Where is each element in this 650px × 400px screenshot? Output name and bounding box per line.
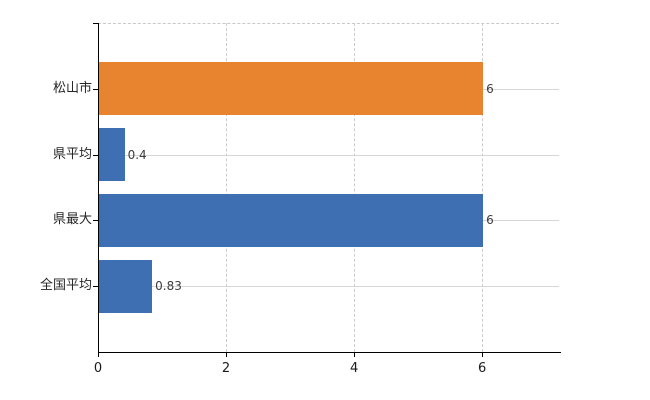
x-axis-tick-label: 4 — [349, 361, 359, 376]
x-axis-tick — [226, 353, 228, 357]
x-axis-tick — [482, 353, 484, 357]
gridline-horizontal — [98, 154, 559, 156]
y-axis-tick — [93, 154, 98, 156]
y-axis-tick — [93, 286, 98, 288]
y-axis-tick — [93, 220, 98, 222]
x-axis-line — [98, 352, 561, 353]
x-axis-tick-label: 0 — [93, 361, 103, 376]
x-axis-tick-label: 6 — [478, 361, 487, 376]
plot-top-border — [98, 23, 559, 24]
category-label: 県平均 — [52, 146, 92, 162]
y-axis-tick — [93, 23, 98, 24]
bar-0 — [99, 62, 484, 116]
category-label: 全国平均 — [39, 278, 92, 294]
bar-value-label: 0.83 — [155, 279, 182, 294]
bar-value-label: 6 — [486, 213, 494, 228]
bar-value-label: 0.4 — [127, 147, 147, 162]
bar-1 — [99, 128, 125, 182]
category-label: 松山市 — [52, 80, 92, 96]
bar-2 — [99, 193, 484, 247]
gridline-vertical — [482, 23, 484, 352]
gridline-horizontal — [98, 286, 559, 288]
gridline-vertical — [354, 23, 356, 352]
gridline-vertical — [226, 23, 228, 352]
x-axis-tick — [354, 353, 356, 357]
y-axis-tick — [93, 88, 98, 90]
bar-3 — [99, 259, 153, 313]
y-axis-line — [98, 23, 99, 352]
category-label: 県最大 — [52, 212, 92, 228]
x-axis-tick — [98, 353, 99, 357]
x-axis-tick-label: 2 — [221, 361, 231, 376]
bar-value-label: 6 — [486, 81, 494, 96]
